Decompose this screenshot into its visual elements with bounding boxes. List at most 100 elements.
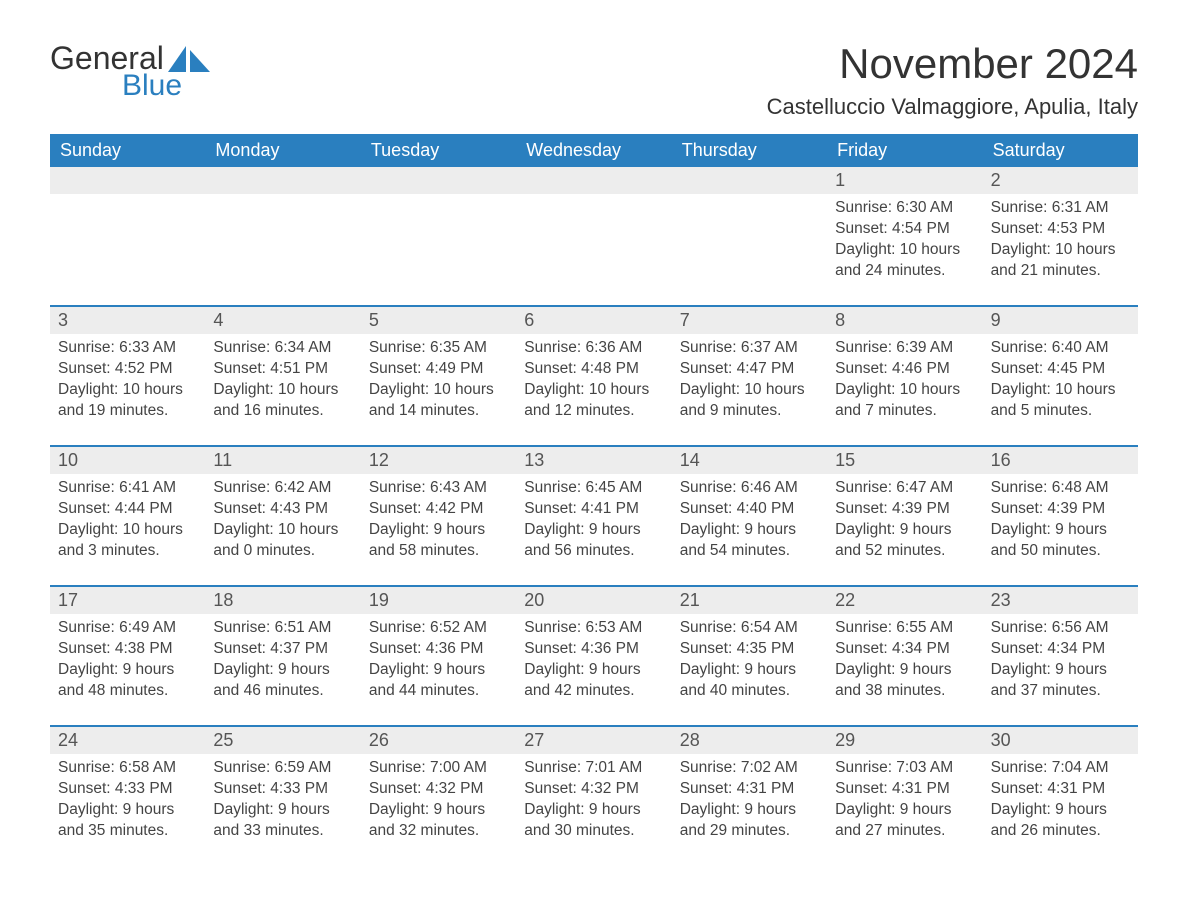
day-content: Sunrise: 6:39 AMSunset: 4:46 PMDaylight:… <box>827 334 982 422</box>
day-cell: 26Sunrise: 7:00 AMSunset: 4:32 PMDayligh… <box>361 727 516 845</box>
calendar: SundayMondayTuesdayWednesdayThursdayFrid… <box>50 134 1138 845</box>
sunset-text: Sunset: 4:40 PM <box>680 499 819 520</box>
sunset-text: Sunset: 4:44 PM <box>58 499 197 520</box>
day-content: Sunrise: 6:35 AMSunset: 4:49 PMDaylight:… <box>361 334 516 422</box>
sunrise-text: Sunrise: 6:47 AM <box>835 478 974 499</box>
day-content: Sunrise: 6:51 AMSunset: 4:37 PMDaylight:… <box>205 614 360 702</box>
daylight-text: Daylight: 9 hours and 48 minutes. <box>58 660 197 702</box>
sunset-text: Sunset: 4:47 PM <box>680 359 819 380</box>
day-content: Sunrise: 6:54 AMSunset: 4:35 PMDaylight:… <box>672 614 827 702</box>
day-number: 28 <box>672 727 827 754</box>
daylight-text: Daylight: 9 hours and 40 minutes. <box>680 660 819 702</box>
sunrise-text: Sunrise: 6:42 AM <box>213 478 352 499</box>
day-content: Sunrise: 6:49 AMSunset: 4:38 PMDaylight:… <box>50 614 205 702</box>
daylight-text: Daylight: 9 hours and 27 minutes. <box>835 800 974 842</box>
day-content: Sunrise: 6:52 AMSunset: 4:36 PMDaylight:… <box>361 614 516 702</box>
day-content: Sunrise: 7:01 AMSunset: 4:32 PMDaylight:… <box>516 754 671 842</box>
daylight-text: Daylight: 9 hours and 32 minutes. <box>369 800 508 842</box>
daylight-text: Daylight: 9 hours and 38 minutes. <box>835 660 974 702</box>
day-cell: 22Sunrise: 6:55 AMSunset: 4:34 PMDayligh… <box>827 587 982 705</box>
day-cell <box>516 167 671 285</box>
week-row: 3Sunrise: 6:33 AMSunset: 4:52 PMDaylight… <box>50 305 1138 425</box>
day-number: 3 <box>50 307 205 334</box>
sunset-text: Sunset: 4:43 PM <box>213 499 352 520</box>
day-content: Sunrise: 6:46 AMSunset: 4:40 PMDaylight:… <box>672 474 827 562</box>
day-cell: 18Sunrise: 6:51 AMSunset: 4:37 PMDayligh… <box>205 587 360 705</box>
day-number: 20 <box>516 587 671 614</box>
day-number: 9 <box>983 307 1138 334</box>
day-cell: 28Sunrise: 7:02 AMSunset: 4:31 PMDayligh… <box>672 727 827 845</box>
day-cell: 3Sunrise: 6:33 AMSunset: 4:52 PMDaylight… <box>50 307 205 425</box>
sunrise-text: Sunrise: 6:45 AM <box>524 478 663 499</box>
sunrise-text: Sunrise: 6:30 AM <box>835 198 974 219</box>
daylight-text: Daylight: 9 hours and 30 minutes. <box>524 800 663 842</box>
day-number: 16 <box>983 447 1138 474</box>
day-header: Tuesday <box>361 134 516 167</box>
day-cell <box>50 167 205 285</box>
day-content: Sunrise: 6:33 AMSunset: 4:52 PMDaylight:… <box>50 334 205 422</box>
sunset-text: Sunset: 4:39 PM <box>991 499 1130 520</box>
sunrise-text: Sunrise: 6:46 AM <box>680 478 819 499</box>
day-header-row: SundayMondayTuesdayWednesdayThursdayFrid… <box>50 134 1138 167</box>
sunrise-text: Sunrise: 6:41 AM <box>58 478 197 499</box>
sunset-text: Sunset: 4:31 PM <box>680 779 819 800</box>
day-content: Sunrise: 6:56 AMSunset: 4:34 PMDaylight:… <box>983 614 1138 702</box>
daylight-text: Daylight: 10 hours and 7 minutes. <box>835 380 974 422</box>
day-header: Friday <box>827 134 982 167</box>
sunrise-text: Sunrise: 6:34 AM <box>213 338 352 359</box>
sunset-text: Sunset: 4:34 PM <box>835 639 974 660</box>
day-number: 30 <box>983 727 1138 754</box>
day-number <box>361 167 516 194</box>
day-number: 4 <box>205 307 360 334</box>
day-cell <box>361 167 516 285</box>
day-number: 6 <box>516 307 671 334</box>
day-content: Sunrise: 6:47 AMSunset: 4:39 PMDaylight:… <box>827 474 982 562</box>
sunset-text: Sunset: 4:37 PM <box>213 639 352 660</box>
day-cell <box>205 167 360 285</box>
day-cell: 11Sunrise: 6:42 AMSunset: 4:43 PMDayligh… <box>205 447 360 565</box>
daylight-text: Daylight: 9 hours and 42 minutes. <box>524 660 663 702</box>
daylight-text: Daylight: 9 hours and 44 minutes. <box>369 660 508 702</box>
daylight-text: Daylight: 9 hours and 50 minutes. <box>991 520 1130 562</box>
sunrise-text: Sunrise: 6:49 AM <box>58 618 197 639</box>
daylight-text: Daylight: 10 hours and 21 minutes. <box>991 240 1130 282</box>
day-number <box>672 167 827 194</box>
day-number: 15 <box>827 447 982 474</box>
sunrise-text: Sunrise: 6:37 AM <box>680 338 819 359</box>
week-row: 24Sunrise: 6:58 AMSunset: 4:33 PMDayligh… <box>50 725 1138 845</box>
day-content: Sunrise: 6:45 AMSunset: 4:41 PMDaylight:… <box>516 474 671 562</box>
sunset-text: Sunset: 4:45 PM <box>991 359 1130 380</box>
sunrise-text: Sunrise: 7:04 AM <box>991 758 1130 779</box>
day-cell: 1Sunrise: 6:30 AMSunset: 4:54 PMDaylight… <box>827 167 982 285</box>
day-content: Sunrise: 6:30 AMSunset: 4:54 PMDaylight:… <box>827 194 982 282</box>
day-cell: 5Sunrise: 6:35 AMSunset: 4:49 PMDaylight… <box>361 307 516 425</box>
day-cell: 29Sunrise: 7:03 AMSunset: 4:31 PMDayligh… <box>827 727 982 845</box>
sunrise-text: Sunrise: 6:52 AM <box>369 618 508 639</box>
daylight-text: Daylight: 9 hours and 37 minutes. <box>991 660 1130 702</box>
day-cell: 24Sunrise: 6:58 AMSunset: 4:33 PMDayligh… <box>50 727 205 845</box>
day-cell: 17Sunrise: 6:49 AMSunset: 4:38 PMDayligh… <box>50 587 205 705</box>
day-cell <box>672 167 827 285</box>
day-cell: 2Sunrise: 6:31 AMSunset: 4:53 PMDaylight… <box>983 167 1138 285</box>
sunrise-text: Sunrise: 6:51 AM <box>213 618 352 639</box>
day-cell: 10Sunrise: 6:41 AMSunset: 4:44 PMDayligh… <box>50 447 205 565</box>
sunset-text: Sunset: 4:33 PM <box>58 779 197 800</box>
daylight-text: Daylight: 9 hours and 35 minutes. <box>58 800 197 842</box>
sunrise-text: Sunrise: 6:35 AM <box>369 338 508 359</box>
sunset-text: Sunset: 4:35 PM <box>680 639 819 660</box>
daylight-text: Daylight: 10 hours and 3 minutes. <box>58 520 197 562</box>
day-header: Thursday <box>672 134 827 167</box>
sunrise-text: Sunrise: 6:39 AM <box>835 338 974 359</box>
sunrise-text: Sunrise: 6:56 AM <box>991 618 1130 639</box>
day-number: 2 <box>983 167 1138 194</box>
day-content: Sunrise: 7:04 AMSunset: 4:31 PMDaylight:… <box>983 754 1138 842</box>
daylight-text: Daylight: 10 hours and 24 minutes. <box>835 240 974 282</box>
day-content: Sunrise: 6:58 AMSunset: 4:33 PMDaylight:… <box>50 754 205 842</box>
sunrise-text: Sunrise: 6:31 AM <box>991 198 1130 219</box>
daylight-text: Daylight: 9 hours and 29 minutes. <box>680 800 819 842</box>
sail-icon <box>168 46 210 72</box>
sunrise-text: Sunrise: 7:01 AM <box>524 758 663 779</box>
sunset-text: Sunset: 4:33 PM <box>213 779 352 800</box>
day-number: 5 <box>361 307 516 334</box>
daylight-text: Daylight: 10 hours and 14 minutes. <box>369 380 508 422</box>
